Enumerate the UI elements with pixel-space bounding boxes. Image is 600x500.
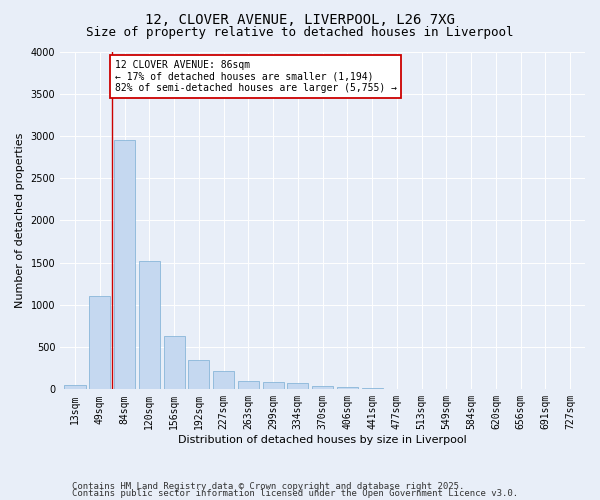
Bar	[89, 296, 110, 390]
Y-axis label: Number of detached properties: Number of detached properties	[15, 132, 25, 308]
Text: Contains public sector information licensed under the Open Government Licence v3: Contains public sector information licen…	[72, 489, 518, 498]
Bar	[64, 384, 86, 390]
Bar	[263, 382, 284, 390]
X-axis label: Distribution of detached houses by size in Liverpool: Distribution of detached houses by size …	[178, 435, 467, 445]
Bar	[164, 336, 185, 390]
Bar	[362, 388, 383, 390]
Text: Contains HM Land Registry data © Crown copyright and database right 2025.: Contains HM Land Registry data © Crown c…	[72, 482, 464, 491]
Bar	[238, 382, 259, 390]
Text: Size of property relative to detached houses in Liverpool: Size of property relative to detached ho…	[86, 26, 514, 39]
Bar	[337, 387, 358, 390]
Bar	[287, 384, 308, 390]
Bar	[139, 261, 160, 390]
Bar	[188, 360, 209, 390]
Bar	[213, 371, 234, 390]
Text: 12 CLOVER AVENUE: 86sqm
← 17% of detached houses are smaller (1,194)
82% of semi: 12 CLOVER AVENUE: 86sqm ← 17% of detache…	[115, 60, 397, 93]
Bar	[312, 386, 333, 390]
Text: 12, CLOVER AVENUE, LIVERPOOL, L26 7XG: 12, CLOVER AVENUE, LIVERPOOL, L26 7XG	[145, 12, 455, 26]
Bar	[114, 140, 135, 390]
